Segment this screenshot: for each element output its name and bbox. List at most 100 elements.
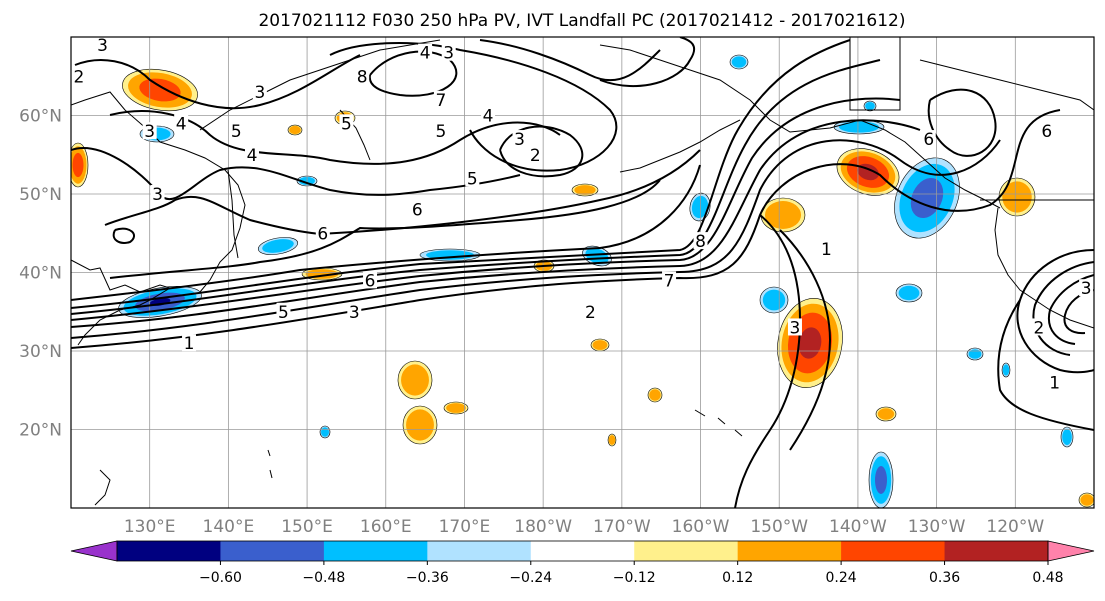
ivt-anomaly-patch (608, 435, 616, 445)
contour-label-bg (182, 334, 197, 352)
lat-tick-label: 30°N (19, 342, 62, 362)
contour-label-bg (433, 122, 448, 140)
ivt-anomaly-patch (875, 466, 887, 494)
contour-label: 7 (435, 91, 446, 111)
pv-contour-line (71, 39, 851, 309)
contour-label-bg (418, 43, 433, 61)
ivt-anomaly-patch (691, 195, 709, 219)
contour-label-bg (787, 318, 802, 336)
ivt-anomaly-patch (731, 56, 747, 68)
colorbar-segment (530, 541, 635, 561)
colorbar-segment (323, 541, 428, 561)
colorbar-tick-label: 0.24 (826, 570, 857, 586)
contour-label-bg (693, 232, 708, 250)
lon-tick-label: 130°W (908, 517, 966, 537)
contour-label: 3 (254, 83, 265, 103)
contour-label-bg (512, 130, 527, 148)
ivt-anomaly-patch (321, 427, 329, 437)
contour-label-bg (410, 200, 425, 218)
contour-label-bg (528, 145, 543, 163)
pv-contour-line (1032, 261, 1094, 356)
ivt-anomaly-patch (762, 289, 786, 311)
colorbar-segment (841, 541, 946, 561)
contour-label: 3 (97, 36, 108, 56)
contour-label-bg (1031, 318, 1046, 336)
contour-label: 6 (412, 201, 423, 221)
ivt-anomaly-patch (401, 364, 429, 396)
lon-tick-label: 170°W (593, 517, 651, 537)
contour-label: 1 (184, 334, 195, 354)
lat-tick-label: 50°N (19, 185, 62, 205)
pv-contour-line (74, 54, 361, 110)
lon-tick-label: 150°W (750, 517, 808, 537)
colorbar-segment (737, 541, 842, 561)
contour-label-bg (1079, 279, 1094, 297)
contour-label-bg (441, 43, 456, 61)
contour-label: 5 (278, 303, 289, 323)
lon-tick-label: 160°W (672, 517, 730, 537)
pv-contour-line (71, 139, 1001, 339)
lon-tick-label: 120°W (986, 517, 1044, 537)
ivt-anomaly-patch (406, 409, 434, 441)
contour-label: 2 (530, 146, 541, 166)
coastline (267, 449, 273, 479)
pv-contour-line (368, 50, 458, 97)
ivt-anomaly-patch (262, 239, 294, 253)
contour-label-bg (662, 271, 677, 289)
colorbar-tick-label: −0.12 (613, 570, 656, 586)
contour-label: 1 (821, 240, 832, 260)
ivt-anomaly-patch (649, 389, 661, 401)
contour-label: 5 (341, 114, 352, 134)
coastline (227, 169, 239, 259)
ivt-anomaly-patch (865, 102, 875, 110)
contour-label-bg (1047, 373, 1062, 391)
colorbar-segment (427, 541, 532, 561)
pv-contour-line (997, 299, 1094, 431)
ivt-anomaly-patch (839, 121, 879, 133)
colorbar-max-extend (1047, 540, 1095, 562)
pv-contour-line (329, 42, 618, 172)
ivt-anomaly-patch (446, 403, 466, 413)
pv-contour-line (71, 59, 881, 315)
ivt-anomaly-patch (72, 152, 84, 178)
lon-tick-label: 140°E (203, 517, 255, 537)
contour-label: 2 (73, 67, 84, 87)
map-frame (70, 36, 1095, 509)
lat-tick-label: 60°N (19, 107, 62, 127)
colorbar-tick-label: −0.60 (199, 570, 242, 586)
contour-label-bg (252, 82, 267, 100)
coastline (694, 409, 743, 437)
coastline (619, 119, 741, 173)
coastline (71, 259, 172, 346)
contour-label-bg (229, 122, 244, 140)
contour-label: 5 (435, 122, 446, 142)
lon-tick-label: 160°E (360, 517, 412, 537)
lon-tick-label: 140°W (829, 517, 887, 537)
contour-label-bg (142, 122, 157, 140)
contour-label-bg (315, 224, 330, 242)
contour-label-bg (1039, 122, 1054, 140)
contour-label-bg (819, 239, 834, 257)
contour-label-bg (95, 37, 110, 53)
ivt-anomaly-patch (289, 125, 301, 135)
contour-label: 6 (1041, 122, 1052, 142)
pv-contour-line (479, 39, 661, 82)
lat-tick-label: 40°N (19, 264, 62, 284)
colorbar-tick-label: 0.36 (929, 570, 960, 586)
contour-label: 3 (349, 303, 360, 323)
coastline (994, 207, 1094, 329)
colorbar-tick-label: 0.48 (1032, 570, 1063, 586)
lon-tick-label: 150°E (281, 517, 333, 537)
colorbar-tick-label: −0.48 (302, 570, 345, 586)
ivt-anomaly-patch (1062, 429, 1072, 445)
colorbar-tick-label: −0.24 (509, 570, 552, 586)
contour-label-bg (921, 130, 936, 148)
coastline (71, 91, 246, 293)
contour-label: 3 (790, 318, 801, 338)
contour-label-bg (583, 302, 598, 320)
colorbar-tick-label: −0.36 (406, 570, 449, 586)
pv-contour-line (599, 37, 696, 88)
contour-label-bg (339, 114, 354, 132)
